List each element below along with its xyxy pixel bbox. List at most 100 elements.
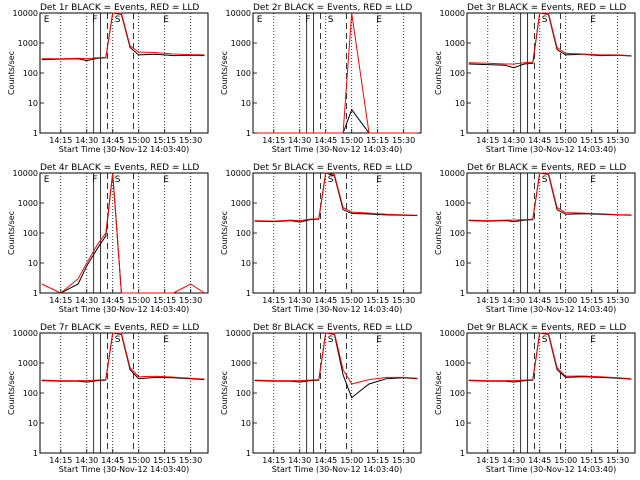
x-axis-label: Start Time (30-Nov-12 14:03:40): [59, 305, 189, 314]
x-tick-label: 15:00: [554, 136, 577, 145]
y-tick-label: 10: [241, 99, 251, 108]
x-tick-label: 15:30: [392, 136, 415, 145]
y-tick-label: 100: [236, 229, 251, 238]
y-tick-label: 10000: [13, 329, 38, 338]
marker-label: E: [590, 15, 596, 25]
series-line-lld: [468, 172, 632, 222]
x-tick-label: 15:15: [580, 136, 603, 145]
x-tick-label: 15:30: [606, 296, 629, 305]
series-line-lld: [468, 12, 632, 65]
y-tick-label: 1000: [445, 359, 465, 368]
series-line-events: [254, 332, 418, 399]
marker-label: E: [376, 175, 382, 185]
y-tick-label: 100: [450, 389, 465, 398]
x-tick-label: 15:00: [554, 296, 577, 305]
y-axis-label: Counts/sec: [434, 211, 443, 255]
y-tick-label: 1: [246, 129, 251, 138]
x-tick-label: 14:30: [502, 296, 525, 305]
y-tick-label: 100: [236, 69, 251, 78]
y-tick-label: 10: [28, 259, 38, 268]
y-tick-label: 10000: [440, 9, 465, 18]
series-line-lld: [41, 12, 205, 60]
x-tick-label: 15:15: [153, 456, 176, 465]
panel-title: Det 9r BLACK = Events, RED = LLD: [467, 323, 626, 333]
y-axis-label: Counts/sec: [434, 51, 443, 95]
plot-frame: [466, 332, 636, 454]
y-tick-label: 10: [455, 99, 465, 108]
marker-label: E: [257, 15, 263, 25]
series-line-events: [41, 12, 205, 62]
marker-label: E: [163, 175, 169, 185]
x-tick-label: 14:15: [476, 296, 499, 305]
panel-det-7r: S E Det 7r BLACK = Events, RED = LLD 1 10 100…: [7, 323, 209, 474]
x-tick-label: 15:30: [606, 456, 629, 465]
y-axis-label: Counts/sec: [220, 211, 229, 255]
y-tick-label: 1: [460, 289, 465, 298]
marker-label: E: [44, 175, 50, 185]
marker-label: E: [376, 15, 382, 25]
x-tick-label: 14:45: [314, 456, 337, 465]
y-tick-label: 10: [455, 259, 465, 268]
marker-label: E: [163, 15, 169, 25]
panel-det-4r: E F S E Det 4r BLACK = Events, RED = LLD 1 10 1…: [7, 163, 209, 314]
x-tick-label: 15:30: [606, 136, 629, 145]
plot-frame: [252, 332, 422, 454]
y-tick-label: 10000: [440, 169, 465, 178]
x-tick-label: 15:15: [580, 456, 603, 465]
y-tick-label: 10000: [440, 329, 465, 338]
x-tick-label: 14:45: [528, 136, 551, 145]
x-tick-label: 15:00: [340, 296, 363, 305]
panel-det-3r: S E Det 3r BLACK = Events, RED = LLD 1 10 100…: [434, 3, 636, 154]
y-tick-label: 100: [23, 229, 38, 238]
x-tick-label: 14:45: [528, 456, 551, 465]
panel-title: Det 1r BLACK = Events, RED = LLD: [40, 3, 199, 13]
x-tick-label: 14:30: [288, 136, 311, 145]
x-axis-label: Start Time (30-Nov-12 14:03:40): [272, 145, 402, 154]
y-tick-label: 10: [241, 419, 251, 428]
x-tick-label: 15:00: [127, 136, 150, 145]
x-tick-label: 14:30: [75, 296, 98, 305]
y-axis-label: Counts/sec: [7, 371, 16, 415]
x-axis-label: Start Time (30-Nov-12 14:03:40): [272, 305, 402, 314]
plot-frame: [252, 172, 422, 294]
marker-label: S: [328, 175, 334, 185]
plot-frame: [39, 12, 209, 134]
x-tick-label: 14:45: [528, 296, 551, 305]
marker-label: E: [163, 335, 169, 345]
x-tick-label: 15:00: [340, 136, 363, 145]
x-tick-label: 15:30: [392, 456, 415, 465]
series-line-lld: [468, 332, 632, 382]
series-line-lld: [254, 12, 418, 134]
x-tick-label: 14:30: [75, 136, 98, 145]
y-tick-label: 10000: [13, 9, 38, 18]
x-axis-label: Start Time (30-Nov-12 14:03:40): [486, 465, 616, 474]
x-axis-label: Start Time (30-Nov-12 14:03:40): [59, 465, 189, 474]
marker-label: S: [328, 335, 334, 345]
series-line-lld: [254, 332, 418, 385]
marker-label: E: [590, 335, 596, 345]
y-tick-label: 100: [236, 389, 251, 398]
x-tick-label: 14:15: [476, 136, 499, 145]
marker-label: S: [115, 335, 121, 345]
y-tick-label: 1: [246, 449, 251, 458]
x-axis-label: Start Time (30-Nov-12 14:03:40): [486, 145, 616, 154]
x-tick-label: 14:45: [101, 136, 124, 145]
x-tick-label: 14:15: [49, 456, 72, 465]
y-tick-label: 1000: [18, 199, 38, 208]
panel-title: Det 4r BLACK = Events, RED = LLD: [40, 163, 199, 173]
x-tick-label: 15:00: [340, 456, 363, 465]
y-axis-label: Counts/sec: [220, 371, 229, 415]
y-tick-label: 100: [23, 389, 38, 398]
x-tick-label: 15:30: [392, 296, 415, 305]
panel-det-9r: S E Det 9r BLACK = Events, RED = LLD 1 10 100…: [434, 323, 636, 474]
x-tick-label: 14:15: [49, 296, 72, 305]
series-line-events: [41, 172, 205, 294]
marker-label: E: [590, 175, 596, 185]
y-tick-label: 1000: [18, 39, 38, 48]
y-tick-label: 1: [33, 129, 38, 138]
plot-frame: [39, 172, 209, 294]
marker-label: F: [92, 175, 97, 185]
x-tick-label: 14:30: [288, 296, 311, 305]
panel-title: Det 6r BLACK = Events, RED = LLD: [467, 163, 626, 173]
